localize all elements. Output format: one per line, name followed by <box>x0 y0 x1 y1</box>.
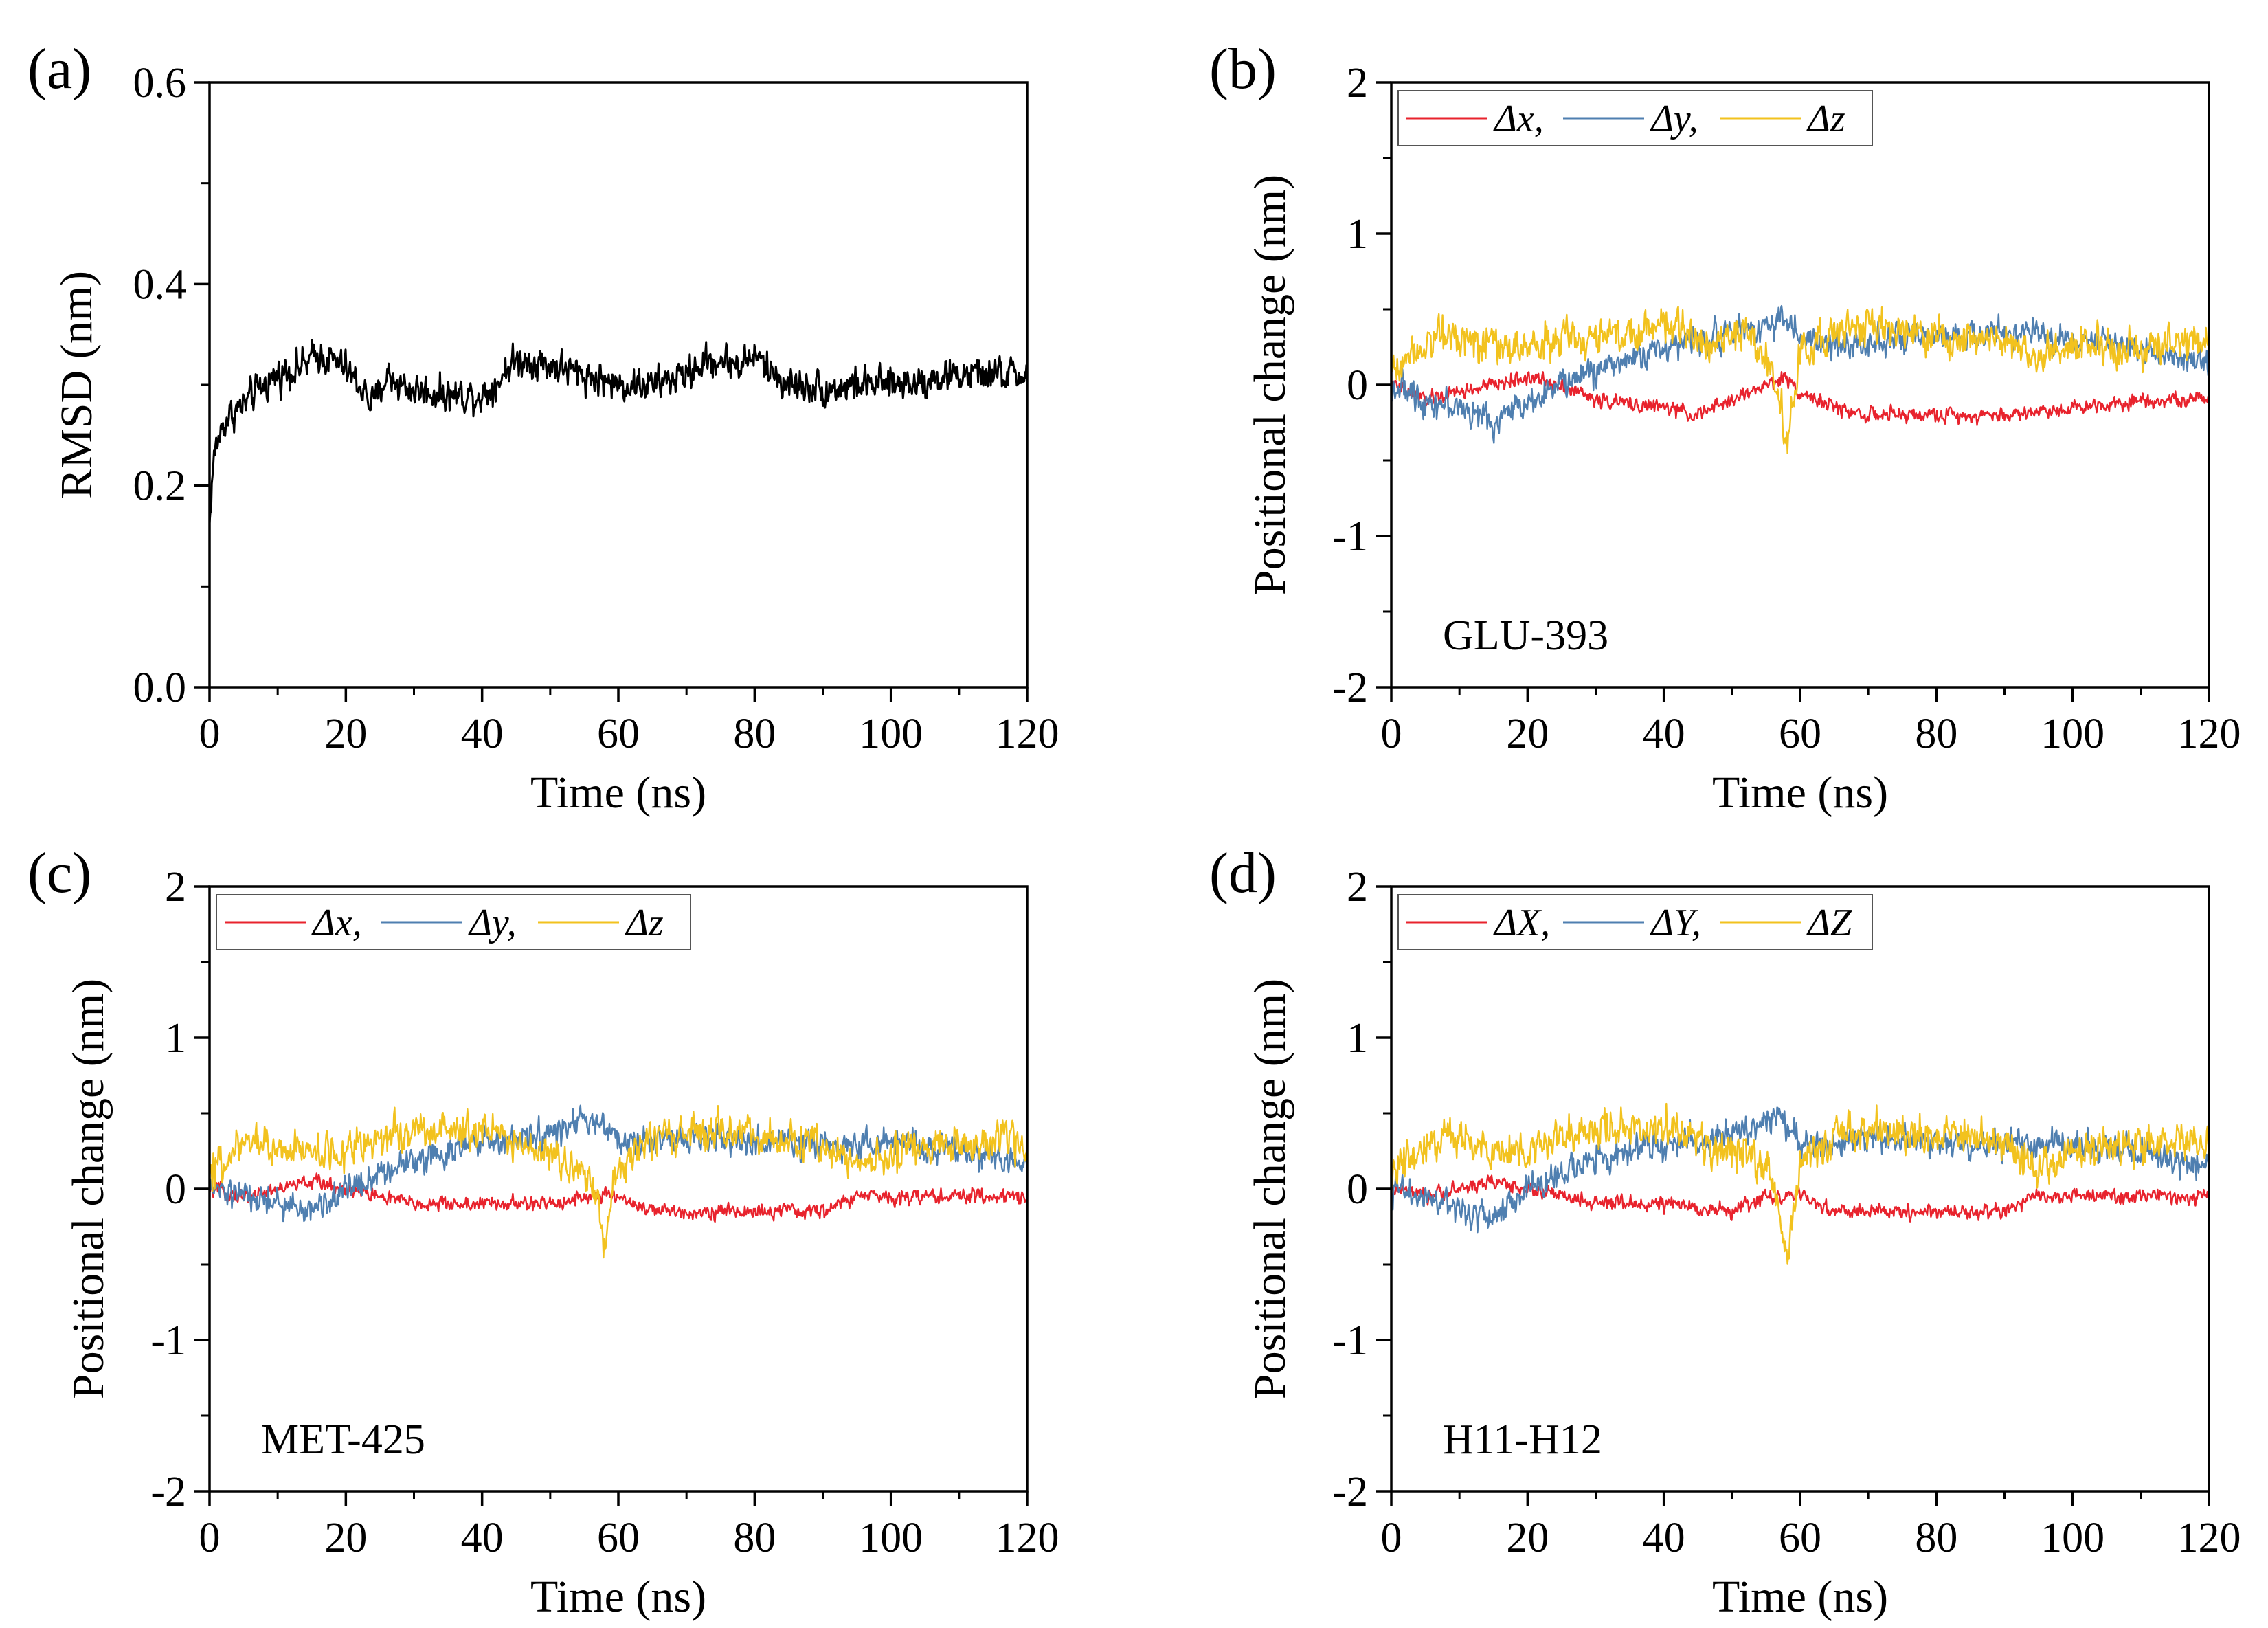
series-y-line <box>210 1104 1027 1223</box>
y-tick-label: 0.2 <box>133 463 187 510</box>
panel-b: 0 20 40 60 80 100 120 -2 -1 0 1 2 Time (ns) Positiona… <box>1209 37 2241 818</box>
x-tick-label: 20 <box>324 1515 367 1561</box>
series-y-line <box>1391 1106 2209 1234</box>
legend-label-z: Δz <box>625 902 664 944</box>
residue-annotation: GLU-393 <box>1443 612 1608 659</box>
y-tick-label: 0.6 <box>133 60 187 107</box>
legend-label-x: Δx, <box>1493 98 1544 140</box>
y-tick-label: 0.0 <box>133 665 187 711</box>
x-tick-label: 120 <box>996 1515 1059 1561</box>
x-tick-label: 0 <box>199 1515 221 1561</box>
x-tick-label: 60 <box>1779 1515 1821 1561</box>
y-tick-label: 1 <box>1347 211 1368 258</box>
panel-label: (b) <box>1209 37 1277 101</box>
panel-label: (c) <box>27 841 91 905</box>
legend-label-y: ΔY, <box>1650 902 1701 944</box>
legend-label-z: Δz <box>1806 98 1845 140</box>
y-tick-label: -1 <box>1332 1317 1368 1364</box>
x-axis-label: Time (ns) <box>530 768 706 818</box>
series-z-line <box>1391 305 2209 454</box>
legend: Δx, Δy, Δz <box>216 894 691 950</box>
y-tick-label: 2 <box>165 864 186 911</box>
panel-label: (a) <box>27 37 91 101</box>
x-tick-label: 100 <box>2041 711 2104 757</box>
residue-annotation: H11-H12 <box>1443 1416 1602 1463</box>
panel-c: 0 20 40 60 80 100 120 -2 -1 0 1 2 Time (ns) Positiona… <box>27 841 1059 1622</box>
x-tick-label: 0 <box>199 711 221 757</box>
legend-label-x: ΔX, <box>1493 902 1550 944</box>
series-rmsd-line <box>210 339 1027 524</box>
y-tick-label: -2 <box>1332 1469 1368 1515</box>
panel-label: (d) <box>1209 841 1277 905</box>
series-x-line <box>1391 1174 2209 1223</box>
y-tick-label: 2 <box>1347 60 1368 107</box>
plot-frame <box>1390 885 2210 1493</box>
series-x-line <box>210 1172 1027 1223</box>
x-tick-label: 0 <box>1381 711 1402 757</box>
x-tick-label: 80 <box>733 1515 776 1561</box>
residue-annotation: MET-425 <box>261 1416 425 1463</box>
y-tick-label: -2 <box>1332 665 1368 711</box>
plot-area-d <box>1391 1102 2209 1265</box>
x-tick-label: 40 <box>1643 1515 1685 1561</box>
legend: Δx, Δy, Δz <box>1397 90 1873 146</box>
plot-area-a <box>210 339 1027 524</box>
x-tick-label: 120 <box>2177 1515 2241 1561</box>
x-tick-label: 120 <box>996 711 1059 757</box>
y-tick-label: 0 <box>165 1166 186 1213</box>
legend-label-y: Δy, <box>1650 98 1698 140</box>
x-tick-label: 120 <box>2177 711 2241 757</box>
plot-area-c <box>210 1104 1027 1259</box>
x-tick-label: 100 <box>859 1515 923 1561</box>
legend: ΔX, ΔY, ΔZ <box>1397 894 1873 950</box>
x-tick-label: 60 <box>597 1515 640 1561</box>
series-y-line <box>1391 304 2209 444</box>
y-tick-label: 1 <box>165 1015 186 1062</box>
x-tick-label: 60 <box>597 711 640 757</box>
y-tick-label: -2 <box>150 1469 186 1515</box>
panel-d: 0 20 40 60 80 100 120 -2 -1 0 1 2 Time (ns) Positiona… <box>1209 841 2241 1622</box>
x-tick-label: 0 <box>1381 1515 1402 1561</box>
series-z-line <box>210 1104 1027 1259</box>
y-tick-label: 0 <box>1347 1166 1368 1213</box>
legend-label-y: Δy, <box>468 902 517 944</box>
legend-label-z: ΔZ <box>1806 902 1852 944</box>
y-tick-label: 1 <box>1347 1015 1368 1062</box>
x-axis-label: Time (ns) <box>530 1572 706 1622</box>
x-tick-label: 80 <box>1915 711 1957 757</box>
y-axis-label: Positional change (nm) <box>63 979 113 1399</box>
x-tick-label: 40 <box>461 1515 504 1561</box>
y-axis-label: Positional change (nm) <box>1245 979 1295 1399</box>
x-tick-label: 20 <box>1506 1515 1549 1561</box>
x-tick-label: 60 <box>1779 711 1821 757</box>
x-tick-label: 40 <box>461 711 504 757</box>
x-axis-label: Time (ns) <box>1712 1572 1888 1622</box>
y-axis-label: RMSD (nm) <box>52 271 102 499</box>
x-tick-label: 40 <box>1643 711 1685 757</box>
y-tick-label: 0 <box>1347 362 1368 409</box>
plot-area-b <box>1391 304 2209 454</box>
x-tick-label: 80 <box>1915 1515 1957 1561</box>
legend-label-x: Δx, <box>311 902 362 944</box>
x-tick-label: 80 <box>733 711 776 757</box>
x-tick-label: 20 <box>324 711 367 757</box>
series-x-line <box>1391 371 2209 426</box>
x-axis-label: Time (ns) <box>1712 768 1888 818</box>
y-tick-label: 0.4 <box>133 261 187 308</box>
y-tick-label: -1 <box>1332 513 1368 560</box>
series-z-line <box>1391 1102 2209 1265</box>
x-tick-label: 20 <box>1506 711 1549 757</box>
panel-a: 0 20 40 60 80 100 120 0.0 0.2 0.4 0.6 Time (ns) RMSD… <box>27 37 1059 818</box>
x-tick-label: 100 <box>859 711 923 757</box>
x-tick-label: 100 <box>2041 1515 2104 1561</box>
y-axis-label: Positional change (nm) <box>1245 175 1295 595</box>
y-tick-label: 2 <box>1347 864 1368 911</box>
y-tick-label: -1 <box>150 1317 186 1364</box>
